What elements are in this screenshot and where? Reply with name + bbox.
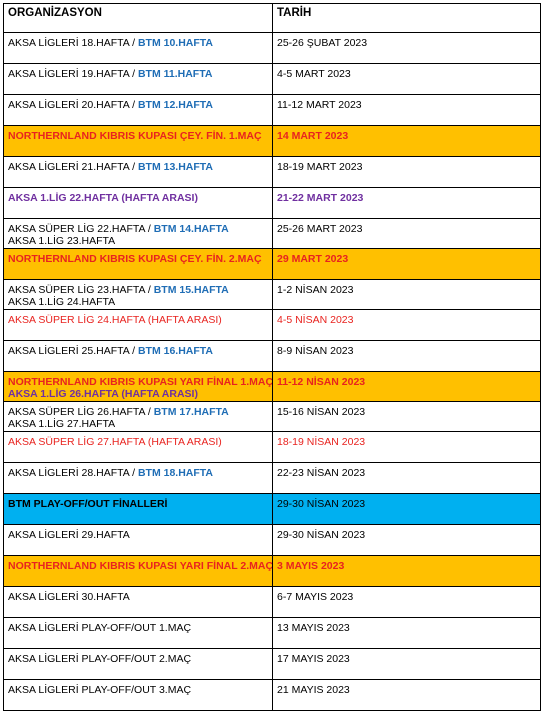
date-cell: 18-19 NİSAN 2023 [272,431,541,463]
organization-cell: AKSA SÜPER LİG 23.HAFTA / BTM 15.HAFTA AK… [3,279,273,310]
date-cell: 13 MAYIS 2023 [272,617,541,649]
organization-cell: AKSA LİGLERİ 30.HAFTA [3,586,273,618]
organization-cell: AKSA LİGLERİ PLAY-OFF/OUT 2.MAÇ [3,648,273,680]
league-text: AKSA SÜPER LİG 26.HAFTA / [8,406,154,418]
date-cell: 4-5 MART 2023 [272,63,541,95]
btm-text: BTM 16.HAFTA [137,345,214,357]
organization-cell: AKSA LİGLERİ 21.HAFTA / BTM 13.HAFTA [3,156,273,188]
btm-text: BTM 11.HAFTA [137,68,213,80]
table-row: AKSA LİGLERİ 18.HAFTA / BTM 10.HAFTA 25-… [3,32,541,64]
league-text: AKSA 1.LİG 24.HAFTA [8,296,116,308]
date-cell: 29 MART 2023 [272,248,541,280]
date-cell: 11-12 MART 2023 [272,94,541,126]
organization-cell: AKSA SÜPER LİG 22.HAFTA / BTM 14.HAFTA AK… [3,218,273,249]
league-text: AKSA LİGLERİ 20.HAFTA / [8,99,138,111]
date-cell: 21-22 MART 2023 [272,187,541,219]
league-text: AKSA SÜPER LİG 22.HAFTA / [8,223,154,235]
organization-cell: NORTHERNLAND KIBRIS KUPASI YARI FİNAL 1.… [3,371,273,402]
btm-text: BTM 12.HAFTA [137,99,214,111]
date-cell: 17 MAYIS 2023 [272,648,541,680]
organization-header: ORGANİZASYON [3,3,273,33]
organization-cell: AKSA SÜPER LİG 26.HAFTA / BTM 17.HAFTA AK… [3,401,273,432]
date-cell: 14 MART 2023 [272,125,541,157]
table-row-highlighted: NORTHERNLAND KIBRIS KUPASI YARI FİNAL 2.… [3,555,541,587]
organization-cell: AKSA LİGLERİ 19.HAFTA / BTM 11.HAFTA [3,63,273,95]
organization-cell: AKSA LİGLERİ 25.HAFTA / BTM 16.HAFTA [3,340,273,372]
organization-cell: AKSA LİGLERİ PLAY-OFF/OUT 3.MAÇ [3,679,273,711]
organization-cell: AKSA SÜPER LİG 27.HAFTA (HAFTA ARASI) [3,431,273,463]
league-text: AKSA 1.LİG 26.HAFTA (HAFTA ARASI) [8,388,198,400]
table-row-highlighted: NORTHERNLAND KIBRIS KUPASI YARI FİNAL 1.… [3,371,541,402]
date-header: TARİH [272,3,541,33]
league-text: AKSA LİGLERİ 21.HAFTA / [8,161,138,173]
table-row: AKSA LİGLERİ 30.HAFTA 6-7 MAYIS 2023 [3,586,541,618]
cup-text: NORTHERNLAND KIBRIS KUPASI YARI FİNAL 1.… [8,376,273,388]
organization-cell: NORTHERNLAND KIBRIS KUPASI YARI FİNAL 2.… [3,555,273,587]
date-cell: 25-26 MART 2023 [272,218,541,249]
table-row: AKSA LİGLERİ PLAY-OFF/OUT 1.MAÇ 13 MAYIS… [3,617,541,649]
date-cell: 11-12 NİSAN 2023 [272,371,541,402]
organization-cell: AKSA LİGLERİ 20.HAFTA / BTM 12.HAFTA [3,94,273,126]
date-cell: 21 MAYIS 2023 [272,679,541,711]
league-text: AKSA LİGLERİ 18.HAFTA / [8,37,138,49]
date-cell: 4-5 NİSAN 2023 [272,309,541,341]
table-row: AKSA SÜPER LİG 23.HAFTA / BTM 15.HAFTA AK… [3,279,541,310]
table-row: AKSA LİGLERİ 20.HAFTA / BTM 12.HAFTA 11-… [3,94,541,126]
organization-cell: NORTHERNLAND KIBRIS KUPASI ÇEY. FİN. 2.M… [3,248,273,280]
date-cell: 25-26 ŞUBAT 2023 [272,32,541,64]
date-cell: 18-19 MART 2023 [272,156,541,188]
organization-cell: BTM PLAY-OFF/OUT FİNALLERİ [3,493,273,525]
table-row-highlighted: BTM PLAY-OFF/OUT FİNALLERİ 29-30 NİSAN 2… [3,493,541,525]
organization-cell: AKSA LİGLERİ 29.HAFTA [3,524,273,556]
btm-text: BTM 13.HAFTA [137,161,214,173]
table-row: AKSA 1.LİG 22.HAFTA (HAFTA ARASI) 21-22 … [3,187,541,219]
organization-cell: AKSA LİGLERİ 28.HAFTA / BTM 18.HAFTA [3,462,273,494]
league-text: AKSA SÜPER LİG 23.HAFTA / [8,284,154,296]
date-cell: 22-23 NİSAN 2023 [272,462,541,494]
league-text: AKSA LİGLERİ 19.HAFTA / [8,68,138,80]
table-row: AKSA SÜPER LİG 26.HAFTA / BTM 17.HAFTA AK… [3,401,541,432]
organization-cell: AKSA LİGLERİ PLAY-OFF/OUT 1.MAÇ [3,617,273,649]
schedule-table: ORGANİZASYON TARİH AKSA LİGLERİ 18.HAFTA… [3,3,541,711]
btm-text: BTM 10.HAFTA [137,37,214,49]
btm-text: BTM 18.HAFTA [137,467,214,479]
btm-text: BTM 15.HAFTA [153,284,229,296]
league-text: AKSA LİGLERİ 25.HAFTA / [8,345,138,357]
table-row-highlighted: NORTHERNLAND KIBRIS KUPASI ÇEY. FİN. 2.M… [3,248,541,280]
table-row-highlighted: NORTHERNLAND KIBRIS KUPASI ÇEY. FİN. 1.M… [3,125,541,157]
table-row: AKSA LİGLERİ 29.HAFTA 29-30 NİSAN 2023 [3,524,541,556]
table-row: AKSA LİGLERİ 25.HAFTA / BTM 16.HAFTA 8-9… [3,340,541,372]
date-cell: 6-7 MAYIS 2023 [272,586,541,618]
btm-text: BTM 17.HAFTA [153,406,229,418]
table-row: AKSA LİGLERİ 21.HAFTA / BTM 13.HAFTA 18-… [3,156,541,188]
organization-cell: AKSA LİGLERİ 18.HAFTA / BTM 10.HAFTA [3,32,273,64]
table-row: AKSA LİGLERİ PLAY-OFF/OUT 3.MAÇ 21 MAYIS… [3,679,541,711]
table-row: AKSA SÜPER LİG 27.HAFTA (HAFTA ARASI) 18… [3,431,541,463]
table-row: AKSA LİGLERİ PLAY-OFF/OUT 2.MAÇ 17 MAYIS… [3,648,541,680]
league-text: AKSA LİGLERİ 28.HAFTA / [8,467,138,479]
date-cell: 8-9 NİSAN 2023 [272,340,541,372]
table-row: AKSA LİGLERİ 19.HAFTA / BTM 11.HAFTA 4-5… [3,63,541,95]
league-text: AKSA 1.LİG 23.HAFTA [8,235,116,247]
date-cell: 15-16 NİSAN 2023 [272,401,541,432]
league-text: AKSA 1.LİG 27.HAFTA [8,418,116,430]
table-row: AKSA LİGLERİ 28.HAFTA / BTM 18.HAFTA 22-… [3,462,541,494]
btm-text: BTM 14.HAFTA [153,223,229,235]
table-row: AKSA SÜPER LİG 22.HAFTA / BTM 14.HAFTA AK… [3,218,541,249]
date-cell: 29-30 NİSAN 2023 [272,493,541,525]
table-row: AKSA SÜPER LİG 24.HAFTA (HAFTA ARASI) 4-… [3,309,541,341]
organization-cell: NORTHERNLAND KIBRIS KUPASI ÇEY. FİN. 1.M… [3,125,273,157]
organization-cell: AKSA SÜPER LİG 24.HAFTA (HAFTA ARASI) [3,309,273,341]
organization-cell: AKSA 1.LİG 22.HAFTA (HAFTA ARASI) [3,187,273,219]
date-cell: 1-2 NİSAN 2023 [272,279,541,310]
header-row: ORGANİZASYON TARİH [3,3,541,33]
date-cell: 3 MAYIS 2023 [272,555,541,587]
date-cell: 29-30 NİSAN 2023 [272,524,541,556]
